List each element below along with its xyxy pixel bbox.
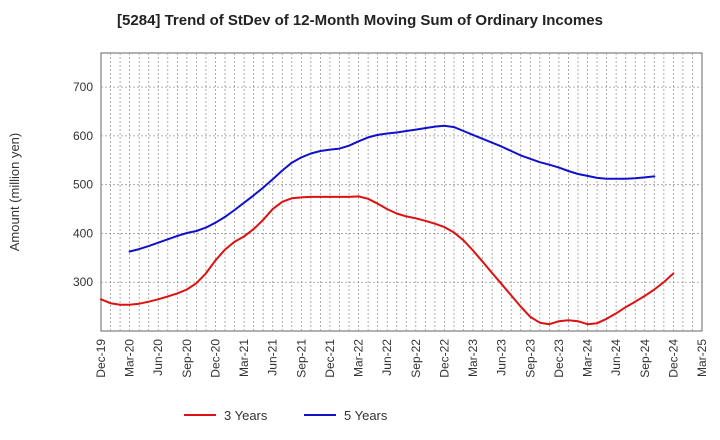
x-tick-label: Jun-22: [380, 339, 394, 376]
y-tick-label: 300: [73, 275, 93, 289]
grid: [101, 53, 702, 331]
x-tick-label: Dec-23: [552, 339, 566, 378]
x-tick-label: Sep-21: [294, 339, 308, 378]
series-line-3-years: [100, 195, 675, 326]
chart-title: [5284] Trend of StDev of 12-Month Moving…: [117, 12, 603, 29]
plot-frame: [100, 52, 703, 332]
x-tick-label: Jun-20: [151, 339, 165, 376]
legend-label: 3 Years: [224, 408, 268, 423]
y-axis-title: Amount (million yen): [7, 133, 22, 252]
series-line-5-years: [128, 124, 656, 253]
legend-label: 5 Years: [344, 408, 388, 423]
x-tick-label: Mar-21: [237, 339, 251, 377]
x-tick-label: Sep-24: [638, 339, 652, 378]
x-tick-label: Mar-25: [695, 339, 709, 377]
x-tick-label: Mar-23: [466, 339, 480, 377]
x-tick-label: Dec-19: [94, 339, 108, 378]
x-tick-label: Jun-21: [266, 339, 280, 376]
plot-area: [100, 52, 703, 332]
y-tick-label: 600: [73, 129, 93, 143]
x-tick-label: Sep-23: [523, 339, 537, 378]
x-tick-label: Dec-20: [208, 339, 222, 378]
x-tick-label: Mar-24: [581, 339, 595, 377]
x-tick-label: Sep-22: [409, 339, 423, 378]
y-tick-label: 500: [73, 178, 93, 192]
legend: 3 Years 5 Years: [184, 408, 388, 423]
x-tick-label: Dec-22: [437, 339, 451, 378]
x-tick-label: Mar-20: [123, 339, 137, 377]
y-tick-label: 700: [73, 80, 93, 94]
x-tick-label: Dec-21: [323, 339, 337, 378]
x-tick-label: Jun-23: [495, 339, 509, 376]
y-tick-label: 400: [73, 226, 93, 240]
x-tick-label: Sep-20: [180, 339, 194, 378]
x-tick-label: Jun-24: [609, 339, 623, 376]
x-tick-label: Mar-22: [352, 339, 366, 377]
y-axis: 300 400 500 600 700: [73, 80, 93, 289]
series-lines: [100, 124, 675, 326]
x-tick-label: Dec-24: [666, 339, 680, 378]
x-axis: Dec-19 Mar-20 Jun-20 Sep-20 Dec-20 Mar-21 Jun-…: [94, 339, 709, 378]
